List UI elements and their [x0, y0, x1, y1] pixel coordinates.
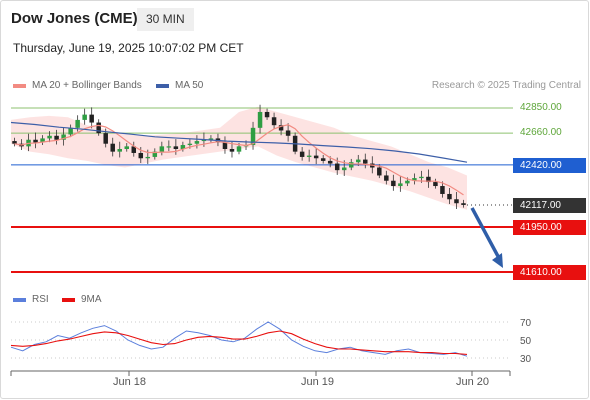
pivot-level-label: 42420.00 [513, 157, 586, 173]
ma50-swatch [156, 83, 169, 88]
legend-rsi-label: RSI [32, 294, 49, 305]
candle-body [461, 203, 466, 205]
legend-9ma: 9MA [62, 294, 102, 305]
candle-body [384, 175, 389, 181]
candle-body [447, 193, 452, 200]
candle-body [33, 139, 38, 143]
legend-ma20-label: MA 20 + Bollinger Bands [32, 80, 142, 91]
candle-body [145, 156, 151, 159]
candle-body [405, 180, 410, 184]
candle-body [110, 143, 115, 152]
candle-body [180, 145, 186, 149]
candle-body [327, 160, 333, 164]
timeframe-badge[interactable]: 30 MIN [137, 8, 194, 31]
candle-body [194, 141, 200, 144]
candle-body [356, 159, 361, 163]
candle-body [299, 151, 305, 157]
candle-body [306, 155, 312, 157]
candle-body [201, 139, 207, 142]
legend-rsi: RSI [13, 294, 49, 305]
candle-body [47, 135, 52, 139]
candle-body [12, 141, 17, 144]
resistance-level-label: 42660.00 [520, 127, 562, 139]
candle-body [89, 114, 94, 123]
rsi-9ma-line [10, 330, 468, 355]
support-level-label: 41610.00 [513, 265, 586, 280]
candle-body [124, 146, 129, 149]
candle-body [363, 159, 368, 164]
rsi-swatch [13, 297, 26, 302]
candle-body [412, 178, 417, 181]
candle-body [229, 149, 235, 152]
ma50-line [10, 121, 468, 163]
resistance-level-label: 42850.00 [520, 102, 562, 113]
bollinger-band [11, 106, 467, 210]
candle-body [117, 149, 122, 152]
candle-body [419, 176, 424, 179]
candle-body [131, 146, 137, 153]
support-level-label: 41950.00 [513, 220, 586, 236]
projection-arrow-shaft [470, 207, 502, 261]
candle-body [250, 127, 256, 146]
candle-body [264, 111, 270, 118]
candle-body [433, 182, 438, 187]
candle-body [236, 146, 242, 152]
nine-ma-swatch [62, 297, 75, 302]
rsi-tick-label: 30 [520, 354, 532, 365]
candle-body [349, 162, 354, 168]
legend-ma50: MA 50 [156, 80, 203, 91]
candle-body [341, 167, 347, 171]
candle-body [426, 176, 431, 183]
candle-body [313, 155, 319, 159]
candle-body [398, 183, 403, 187]
last_price-level-label: 42117.00 [513, 197, 586, 213]
candle-body [454, 199, 459, 204]
instrument-title: Dow Jones (CME) [11, 10, 138, 27]
candle-body [159, 146, 165, 152]
rsi-tick-label: 70 [520, 318, 532, 329]
candle-body [166, 146, 172, 148]
candle-body [68, 127, 73, 135]
candle-body [278, 125, 284, 131]
x-axis-label: Jun 20 [456, 376, 490, 388]
legend-9ma-label: 9MA [81, 294, 102, 305]
candle-body [187, 143, 193, 146]
candle-body [377, 167, 382, 176]
rsi-tick-label: 50 [520, 336, 532, 347]
x-axis-label: Jun 18 [113, 376, 147, 388]
candle-body [320, 158, 326, 161]
candle-body [222, 142, 228, 149]
candle-body [440, 186, 445, 194]
candle-body [54, 135, 59, 140]
candle-body [103, 133, 108, 144]
candle-body [173, 146, 179, 149]
credit-text: Research © 2025 Trading Central [431, 80, 581, 91]
chart-datetime: Thursday, June 19, 2025 10:07:02 PM CET [13, 41, 244, 55]
candle-body [208, 138, 214, 140]
ma20-line [14, 124, 464, 196]
candle-body [152, 151, 158, 157]
projection-arrow-head [492, 253, 503, 268]
candle-body [82, 114, 87, 120]
candle-body [391, 180, 396, 187]
candle-body [61, 134, 66, 140]
legend-ma50-label: MA 50 [175, 80, 204, 91]
candle-body [75, 119, 80, 128]
legend-ma20-bb: MA 20 + Bollinger Bands [13, 80, 142, 91]
candle-body [40, 138, 45, 143]
candle-body [271, 117, 277, 126]
candle-body [285, 130, 291, 136]
candle-body [138, 152, 144, 159]
ma20-swatch [13, 83, 26, 88]
candle-body [334, 163, 340, 171]
x-axis-label: Jun 19 [301, 376, 335, 388]
candle-body [257, 111, 263, 128]
rsi-line [10, 321, 468, 357]
candle-body [96, 122, 101, 134]
